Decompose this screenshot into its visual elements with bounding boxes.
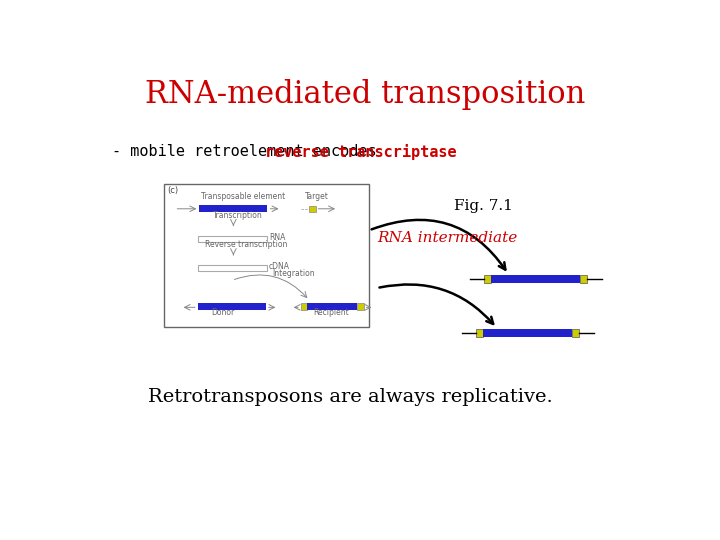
Text: RNA: RNA	[269, 233, 285, 241]
Bar	[307, 303, 357, 310]
FancyArrowPatch shape	[372, 220, 505, 269]
Bar	[301, 303, 307, 310]
Text: reverse transcriptase: reverse transcriptase	[265, 144, 456, 160]
Text: cDNA: cDNA	[269, 262, 290, 271]
Text: - mobile retroelement encodes: - mobile retroelement encodes	[112, 144, 385, 159]
Bar	[198, 265, 267, 271]
Bar	[198, 236, 267, 242]
Bar	[357, 303, 364, 310]
Text: RNA-mediated transposition: RNA-mediated transposition	[145, 78, 585, 110]
FancyArrowPatch shape	[379, 285, 493, 324]
Bar	[490, 275, 580, 283]
Text: (c): (c)	[168, 186, 179, 195]
Text: Target: Target	[305, 192, 329, 201]
Bar	[163, 184, 369, 327]
Bar	[310, 206, 315, 212]
Bar	[572, 329, 579, 336]
Text: Retrotransposons are always replicative.: Retrotransposons are always replicative.	[148, 388, 553, 407]
Text: Integration: Integration	[272, 269, 315, 278]
Bar	[484, 275, 490, 283]
Text: Donor: Donor	[212, 308, 235, 317]
Text: Reverse transcription: Reverse transcription	[204, 240, 287, 249]
Bar	[483, 329, 572, 336]
Text: Recipient: Recipient	[313, 308, 349, 317]
Bar	[580, 275, 587, 283]
Bar	[476, 329, 483, 336]
Text: RNA intermediate: RNA intermediate	[377, 231, 517, 245]
Text: Transposable element: Transposable element	[201, 192, 285, 201]
Text: Fig. 7.1: Fig. 7.1	[454, 199, 513, 213]
Bar	[198, 303, 266, 310]
Bar	[199, 205, 267, 212]
Text: Transcription: Transcription	[213, 211, 263, 220]
